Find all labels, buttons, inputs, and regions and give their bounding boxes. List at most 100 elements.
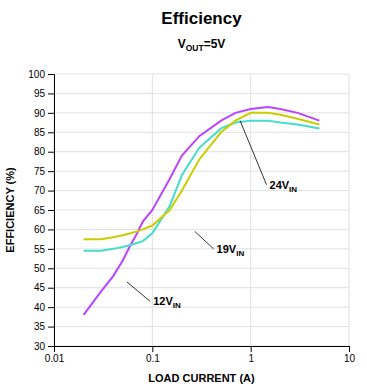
tick-label: 50 xyxy=(34,263,46,274)
tick-label: 60 xyxy=(34,224,46,235)
tick-mark xyxy=(48,210,54,211)
tick-mark xyxy=(48,74,54,75)
y-axis-label: EFFICIENCY (%) xyxy=(4,167,16,253)
grid xyxy=(54,74,349,346)
tick: 30 xyxy=(34,341,54,352)
tick-mark xyxy=(48,268,54,269)
tick: 40 xyxy=(34,302,54,313)
tick-label: 80 xyxy=(34,146,46,157)
series-line xyxy=(84,107,320,315)
annotation-text: 24V xyxy=(270,179,290,191)
tick-label: 70 xyxy=(34,185,46,196)
tick: 65 xyxy=(34,205,54,216)
grid-line xyxy=(54,248,349,249)
tick-label: 95 xyxy=(34,88,46,99)
tick-label: 55 xyxy=(34,244,46,255)
tick: 90 xyxy=(34,108,54,119)
tick: 0.1 xyxy=(146,346,160,364)
tick-label: 10 xyxy=(344,353,356,364)
tick-mark xyxy=(48,132,54,133)
grid-line xyxy=(54,326,349,327)
tick: 1 xyxy=(248,346,254,364)
tick: 75 xyxy=(34,166,54,177)
annotation-text: 12V xyxy=(153,295,173,307)
grid-line xyxy=(54,210,349,211)
tick-mark xyxy=(48,288,54,289)
tick: 0.01 xyxy=(45,346,65,364)
tick-mark xyxy=(48,327,54,328)
tick-label: 90 xyxy=(34,108,46,119)
tick-label: 45 xyxy=(34,282,46,293)
tick: 45 xyxy=(34,282,54,293)
tick-mark xyxy=(48,152,54,153)
tick: 85 xyxy=(34,127,54,138)
tick: 70 xyxy=(34,185,54,196)
tick: 50 xyxy=(34,263,54,274)
annotation-subscript: IN xyxy=(289,185,297,194)
tick: 60 xyxy=(34,224,54,235)
tick-mark xyxy=(48,113,54,114)
tick-mark xyxy=(48,249,54,250)
axis-line xyxy=(55,347,350,353)
tick-mark xyxy=(48,307,54,308)
grid-line xyxy=(54,229,349,230)
annotations: 24VIN19VIN12VIN xyxy=(127,121,298,311)
grid-line xyxy=(54,287,349,288)
annotation-line xyxy=(240,121,266,185)
axis-line xyxy=(48,75,55,347)
annotation-subscript: IN xyxy=(236,249,244,258)
tick: 10 xyxy=(344,346,356,364)
annotation: 19VIN xyxy=(217,243,245,258)
tick-label: 0.1 xyxy=(146,353,160,364)
annotation-text: 19V xyxy=(217,243,237,255)
annotation-line xyxy=(127,282,150,301)
tick-label: 0.01 xyxy=(45,353,65,364)
grid-line xyxy=(54,74,349,75)
annotation: 12VIN xyxy=(153,295,181,310)
tick: 35 xyxy=(34,321,54,332)
annotation: 24VIN xyxy=(270,179,298,194)
tick-mark xyxy=(349,346,350,352)
grid-line xyxy=(54,112,349,113)
subtitle-text: =5V xyxy=(204,37,226,51)
tick-label: 65 xyxy=(34,205,46,216)
tick-label: 100 xyxy=(28,69,45,80)
tick: 95 xyxy=(34,88,54,99)
series-line xyxy=(84,113,320,239)
tick-mark xyxy=(48,191,54,192)
grid-line xyxy=(54,268,349,269)
grid-line xyxy=(54,132,349,133)
tick-label: 75 xyxy=(34,166,46,177)
subtitle-text: V xyxy=(178,37,186,51)
tick: 80 xyxy=(34,146,54,157)
tick-label: 1 xyxy=(248,353,254,364)
tick-mark xyxy=(251,346,252,352)
tick-label: 85 xyxy=(34,127,46,138)
tick-mark xyxy=(48,229,54,230)
subtitle-subscript: OUT xyxy=(186,43,205,53)
tick: 55 xyxy=(34,244,54,255)
chart: 0.01 0.1 1 10 30 35 40 45 50 55 60 65 70 75 80 85 90 95 10… xyxy=(0,0,367,392)
series-line xyxy=(84,121,320,251)
tick-mark xyxy=(48,171,54,172)
tick-label: 30 xyxy=(34,341,46,352)
grid-line xyxy=(54,190,349,191)
x-axis-label: LOAD CURRENT (A) xyxy=(148,372,255,384)
tick-mark xyxy=(48,93,54,94)
subtitle: VOUT=5V xyxy=(178,37,226,53)
grid-line xyxy=(54,171,349,172)
tick: 100 xyxy=(28,69,54,80)
x-axis: 0.01 0.1 1 10 xyxy=(45,346,356,364)
tick-label: 40 xyxy=(34,302,46,313)
annotation-line xyxy=(195,231,214,248)
plot-area xyxy=(84,107,320,315)
tick-label: 35 xyxy=(34,321,46,332)
grid-line xyxy=(54,151,349,152)
grid-line xyxy=(54,93,349,94)
y-axis: 30 35 40 45 50 55 60 65 70 75 80 85 90 95 100 xyxy=(28,69,54,352)
tick-mark xyxy=(48,346,54,347)
annotation-subscript: IN xyxy=(173,301,181,310)
grid-line xyxy=(54,307,349,308)
title: Efficiency xyxy=(161,9,242,28)
tick-mark xyxy=(152,346,153,352)
